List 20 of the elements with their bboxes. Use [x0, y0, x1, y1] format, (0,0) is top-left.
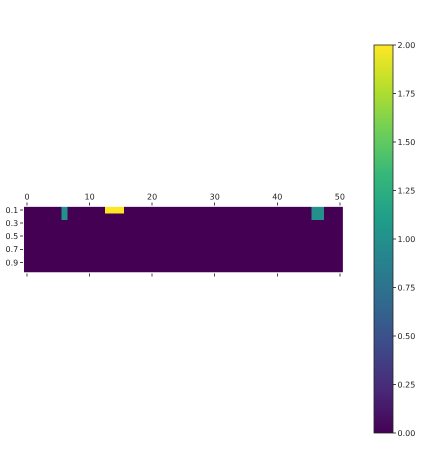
y-tick-label: 0.1: [6, 206, 18, 215]
color-bar-label: 0.75: [398, 283, 416, 292]
y-tick-label: 0.3: [6, 218, 18, 228]
color-bar-label: 1.00: [398, 234, 416, 244]
y-tick-label: 0.5: [6, 232, 18, 242]
color-bar-label: 0.25: [398, 380, 416, 390]
x-tick-label: 0: [24, 192, 30, 202]
x-tick-label: 30: [210, 192, 220, 202]
x-tick-label: 10: [84, 192, 95, 202]
x-tick-label: 40: [272, 192, 282, 202]
y-tick-label: 0.7: [6, 245, 18, 254]
color-bar-label: 2.00: [398, 40, 416, 50]
color-bar-label: 1.75: [398, 89, 416, 98]
color-bar-label: 1.50: [398, 138, 416, 147]
color-bar-label: 0.00: [398, 428, 416, 438]
color-bar-label: 1.25: [398, 186, 416, 196]
x-tick-label: 50: [334, 192, 345, 202]
color-bar-label: 0.50: [398, 332, 416, 341]
y-tick-label: 0.9: [6, 258, 18, 268]
x-tick-label: 20: [147, 192, 158, 202]
